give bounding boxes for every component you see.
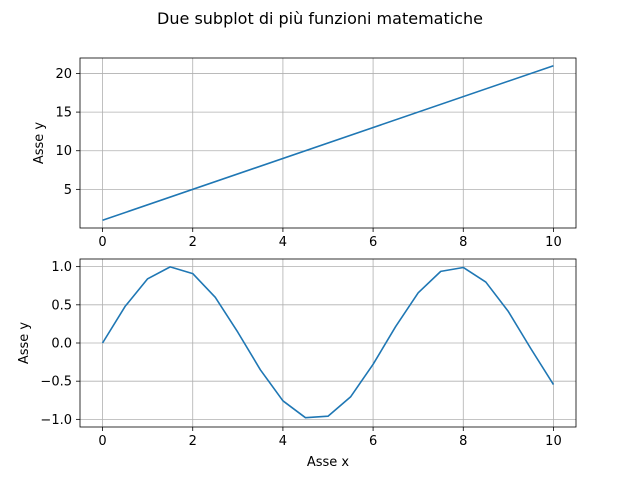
x-tick-label: 10 (545, 434, 562, 449)
y-tick-label: 5 (64, 183, 72, 198)
x-tick-label: 8 (459, 434, 467, 449)
y-tick-label: 10 (55, 144, 72, 159)
x-tick-label: 6 (369, 235, 377, 250)
x-tick-label: 8 (459, 235, 467, 250)
series-line (101, 266, 555, 419)
subplot-bottom: 0 2 4 6 8 10 −1.0 −0.5 0.0 0.5 1.0 Asse y Asse x (17, 258, 577, 470)
x-axis-label: Asse x (307, 455, 350, 470)
subplot-top: 0 2 4 6 8 10 5 10 15 20 Asse y (32, 57, 577, 250)
y-tick-label: −1.0 (40, 413, 72, 428)
x-tick-label: 6 (369, 434, 377, 449)
x-tick-label: 2 (189, 434, 197, 449)
axes-frame (79, 57, 577, 229)
x-tick-label: 4 (279, 434, 287, 449)
y-tick-label: 15 (55, 106, 72, 121)
figure-title: Due subplot di più funzioni matematiche (157, 9, 483, 28)
x-tick-label: 10 (545, 235, 562, 250)
x-tick-label: 0 (98, 235, 106, 250)
y-axis-label: Asse y (32, 122, 47, 165)
y-tick-label: 0.0 (51, 337, 72, 352)
y-tick-label: 1.0 (51, 260, 72, 275)
x-tick-label: 4 (279, 235, 287, 250)
x-tick-label: 0 (98, 434, 106, 449)
y-tick-label: −0.5 (40, 375, 72, 390)
y-tick-label: 20 (55, 67, 72, 82)
x-tick-label: 2 (189, 235, 197, 250)
y-axis-label: Asse y (17, 322, 32, 365)
series-line (102, 64, 554, 222)
y-tick-label: 0.5 (51, 298, 72, 313)
